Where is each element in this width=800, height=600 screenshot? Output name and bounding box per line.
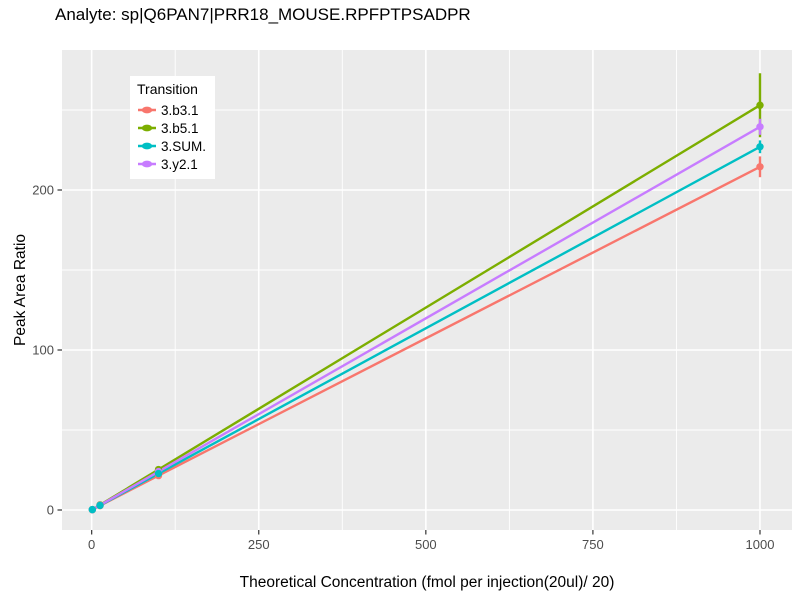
data-point-3.SUM. [88, 505, 97, 514]
legend-title: Transition [137, 81, 198, 97]
y-tick-label: 0 [47, 503, 54, 518]
y-tick-label: 100 [32, 343, 54, 358]
data-point-3.y2.1 [756, 123, 764, 131]
data-point-3.b3.1 [756, 163, 764, 171]
x-tick-label: 250 [248, 537, 270, 552]
data-point-3.b5.1 [756, 101, 764, 109]
x-tick-label: 0 [88, 537, 95, 552]
legend-item-label: 3.b5.1 [161, 120, 199, 136]
legend-item-label: 3.SUM. [161, 138, 207, 154]
legend-box: Transition 3.b3.1 3.b5.1 3.SUM. [130, 76, 216, 179]
y-tick-label: 200 [32, 183, 54, 198]
data-point-3.SUM. [756, 143, 764, 151]
series-key-icon [138, 106, 156, 114]
series-line-3.y2.1 [91, 125, 762, 511]
x-tick-label: 1000 [746, 537, 775, 552]
x-tick-label: 500 [415, 537, 437, 552]
data-point-3.SUM. [154, 469, 163, 478]
legend-item-label: 3.y2.1 [161, 156, 198, 172]
plot-title: Analyte: sp|Q6PAN7|PRR18_MOUSE.RPFPTPSAD… [55, 5, 471, 24]
series-key-icon [138, 142, 156, 150]
key-point [141, 106, 153, 114]
legend-item: 3.y2.1 [137, 155, 206, 173]
x-axis-title: Theoretical Concentration (fmol per inje… [239, 574, 615, 591]
y-axis-title: Peak Area Ratio [12, 233, 29, 347]
legend-item-label: 3.b3.1 [161, 102, 199, 118]
legend-item: 3.b3.1 [137, 101, 206, 119]
series-key-icon [138, 124, 156, 132]
legend-item: 3.SUM. [137, 137, 206, 155]
series-key-icon [138, 160, 156, 168]
data-point-3.SUM. [96, 501, 104, 510]
legend-item: 3.b5.1 [137, 119, 206, 137]
x-tick-label: 750 [582, 537, 604, 552]
key-point [141, 124, 153, 132]
key-point [141, 160, 153, 168]
key-point [141, 142, 153, 150]
